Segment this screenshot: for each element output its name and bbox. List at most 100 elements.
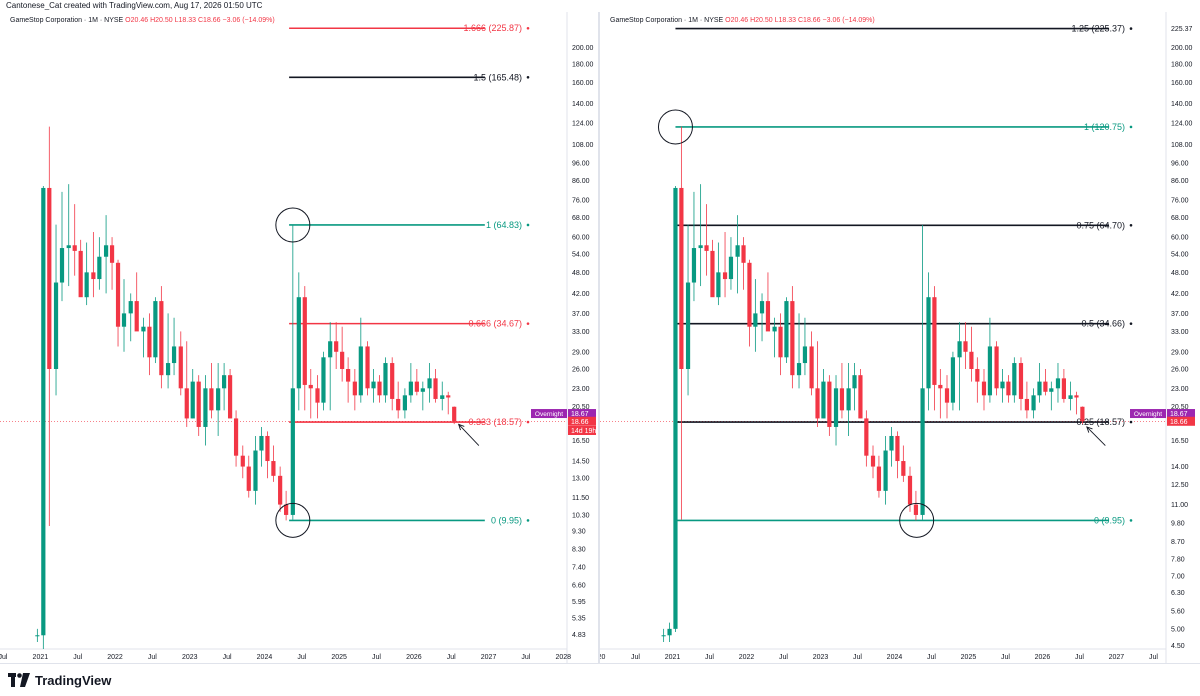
y-tick-label: 60.00 bbox=[572, 235, 590, 242]
candle-body bbox=[97, 256, 102, 280]
candlestick-chart[interactable]: 225.37 200.00 180.00 160.00 140.00 124.00 108.… bbox=[600, 12, 1200, 663]
fib-level-label: 0.25 (18.57) bbox=[1076, 417, 1125, 427]
candle-body bbox=[233, 418, 239, 456]
candle-body bbox=[802, 346, 808, 364]
candle-body bbox=[165, 363, 171, 376]
x-tick-label: Jul bbox=[853, 654, 862, 661]
candle bbox=[846, 363, 851, 436]
y-tick-label: 86.00 bbox=[572, 178, 590, 185]
y-tick-label: 140.00 bbox=[572, 101, 594, 108]
x-tick-label: 2028 bbox=[555, 654, 571, 661]
candle bbox=[121, 279, 127, 352]
candle-body bbox=[440, 395, 445, 399]
price-tag: Overnight 18.67 bbox=[1130, 409, 1195, 419]
candle bbox=[328, 322, 333, 411]
candle bbox=[346, 357, 351, 403]
candle-body bbox=[115, 262, 121, 327]
candle bbox=[969, 326, 974, 382]
candle-body bbox=[969, 351, 974, 369]
candle bbox=[920, 225, 925, 520]
candle bbox=[1061, 368, 1066, 403]
y-tick-label: 124.00 bbox=[572, 120, 594, 127]
candle bbox=[396, 381, 401, 419]
x-tick-label: Jul bbox=[223, 654, 232, 661]
candle bbox=[753, 279, 758, 352]
candle bbox=[938, 368, 943, 419]
candle-body bbox=[1018, 363, 1024, 399]
candle-body bbox=[778, 326, 783, 358]
x-tick-label: 2026 bbox=[1035, 654, 1051, 661]
candle bbox=[975, 357, 980, 403]
candle-body bbox=[308, 384, 313, 389]
chart-panel-right[interactable]: GameStop Corporation · 1M · NYSE O20.46 … bbox=[600, 12, 1200, 663]
candle-body bbox=[753, 313, 758, 327]
candle bbox=[340, 326, 345, 382]
candle bbox=[66, 184, 71, 287]
fib-level-dot bbox=[1129, 519, 1133, 522]
candle bbox=[315, 375, 320, 419]
x-tick-label: Jul bbox=[1149, 654, 1158, 661]
candle-body bbox=[938, 384, 943, 389]
x-tick-label: Jul bbox=[1075, 654, 1084, 661]
tradingview-logo[interactable]: TradingView bbox=[8, 671, 111, 689]
candle-body bbox=[821, 381, 826, 419]
candle-body bbox=[153, 301, 158, 358]
candle-body bbox=[704, 245, 709, 251]
chart-panel-left[interactable]: GameStop Corporation · 1M · NYSE O20.46 … bbox=[0, 12, 598, 663]
candle-body bbox=[698, 245, 703, 249]
y-tick-label: 5.95 bbox=[572, 599, 586, 606]
candle-body bbox=[1055, 378, 1061, 389]
candle bbox=[134, 272, 139, 332]
candle bbox=[667, 622, 672, 642]
y-tick-label: 60.00 bbox=[1171, 235, 1189, 242]
candle-body bbox=[358, 346, 363, 396]
candle bbox=[679, 126, 684, 520]
x-tick-label: 2023 bbox=[813, 654, 829, 661]
candle bbox=[178, 331, 183, 396]
candle-body bbox=[926, 297, 931, 389]
brand-name: TradingView bbox=[35, 672, 112, 688]
candle-body bbox=[346, 368, 351, 382]
candle bbox=[147, 313, 152, 376]
candle-body bbox=[809, 346, 814, 389]
candle bbox=[153, 297, 158, 364]
y-tick-label: 108.00 bbox=[572, 142, 594, 149]
candle bbox=[944, 375, 950, 419]
candle-body bbox=[870, 455, 876, 467]
y-tick-label: 225.37 bbox=[1171, 26, 1193, 33]
candle-body bbox=[259, 435, 264, 451]
candle-body bbox=[1006, 381, 1011, 396]
candle-body bbox=[91, 272, 96, 280]
candle bbox=[97, 237, 102, 290]
ohlc-close: C18.66 bbox=[798, 17, 821, 24]
x-tick-label: 2021 bbox=[33, 654, 49, 661]
y-tick-label: 11.50 bbox=[572, 495, 589, 502]
candle-body bbox=[427, 378, 432, 389]
candle-body bbox=[59, 248, 65, 283]
candle-body bbox=[846, 388, 851, 411]
price-tag-label: Overnight bbox=[1134, 411, 1162, 418]
ohlc-change: −3.06 (−14.09%) bbox=[222, 17, 275, 24]
candle-body bbox=[920, 388, 925, 515]
y-tick-label: 160.00 bbox=[1171, 80, 1193, 87]
fib-level-label: 0 (9.95) bbox=[491, 515, 522, 525]
highlight-circle bbox=[275, 502, 311, 538]
candle-body bbox=[365, 346, 370, 389]
fib-level-label: 1.5 (165.48) bbox=[473, 72, 522, 82]
fib-level-label: 0.75 (64.70) bbox=[1076, 220, 1125, 230]
fib-level-dot bbox=[526, 519, 530, 522]
candle bbox=[926, 272, 931, 411]
candle-body bbox=[889, 435, 894, 451]
candle bbox=[790, 286, 795, 389]
candle-body bbox=[673, 187, 678, 629]
candle-body bbox=[371, 381, 376, 389]
candlestick-chart[interactable]: 200.00 180.00 160.00 140.00 124.00 108.00 96.0… bbox=[0, 12, 598, 663]
candle-body bbox=[932, 297, 937, 385]
y-tick-label: 200.00 bbox=[572, 45, 594, 52]
candle-body bbox=[784, 301, 789, 358]
y-tick-label: 33.00 bbox=[572, 329, 590, 336]
candle bbox=[765, 272, 771, 332]
candle bbox=[365, 341, 370, 396]
y-tick-label: 160.00 bbox=[572, 80, 594, 87]
fib-level-dot bbox=[526, 223, 530, 227]
